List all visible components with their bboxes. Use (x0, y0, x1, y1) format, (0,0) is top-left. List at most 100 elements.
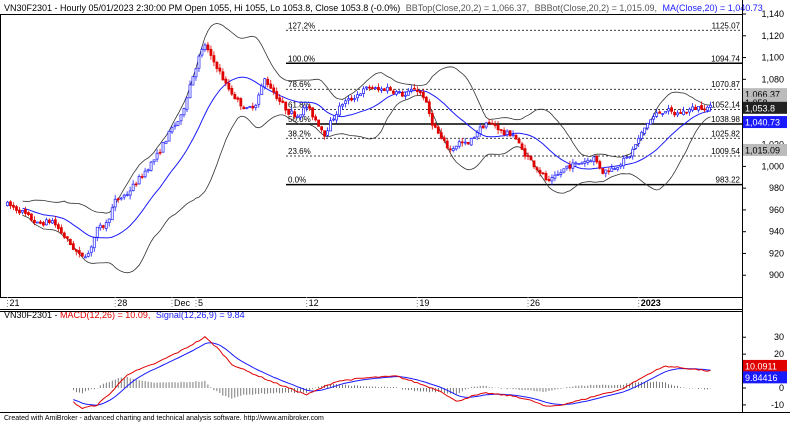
candle-body (329, 120, 332, 132)
candle-body (206, 44, 210, 51)
candle-body (209, 48, 213, 56)
candle-body (149, 161, 153, 171)
candle-body (520, 143, 524, 150)
candle-body (230, 87, 234, 95)
candle-body (526, 155, 530, 157)
candle-body (293, 111, 297, 118)
candle-body (589, 160, 593, 163)
candle-body (21, 210, 24, 213)
candle-body (475, 132, 479, 138)
candle-body (278, 97, 282, 102)
candle-body (15, 206, 18, 211)
candle-body (308, 106, 312, 109)
candle-body (338, 105, 341, 116)
macd-axis-label: 20 (774, 349, 784, 359)
candle-body (577, 163, 581, 165)
candle-body (517, 138, 521, 144)
candle-body (92, 237, 96, 249)
candle-body (77, 250, 81, 254)
candle-body (658, 111, 662, 114)
candle-body (299, 114, 303, 118)
candle-body (89, 246, 93, 254)
candle-body (326, 130, 329, 136)
date-axis-label: 21 (9, 298, 19, 308)
date-axis-label: 2023 (641, 298, 661, 308)
macd-axis-label: -10 (771, 400, 784, 410)
candle-body (679, 112, 682, 114)
candle-body (637, 137, 641, 144)
candle-body (194, 68, 198, 78)
candle-body (113, 198, 117, 208)
candle-body (188, 84, 192, 99)
macd-tag-box (743, 371, 787, 384)
candle-body (39, 221, 42, 224)
candle-body (371, 87, 374, 89)
price-tag-label: 1,066.37 (745, 90, 780, 100)
candle-body (71, 243, 75, 250)
candle-body (83, 256, 87, 259)
candle-body (179, 114, 183, 122)
candle-body (44, 219, 48, 226)
price-axis-label: 1,000 (761, 161, 784, 171)
candle-body (646, 123, 650, 129)
date-axis-label: Dec (174, 298, 191, 308)
candle-body (556, 173, 560, 176)
candle-body (406, 90, 410, 96)
fib-value-label: 1052.14 (711, 101, 740, 110)
candle-body (535, 167, 539, 171)
fib-value-label: 1009.54 (711, 147, 740, 156)
candle-body (302, 107, 306, 116)
candle-body (682, 110, 685, 115)
candle-body (233, 94, 237, 100)
candle-body (691, 106, 694, 111)
date-axis-label: 5 (198, 298, 203, 308)
candle-body (317, 119, 321, 127)
candle-body (427, 101, 431, 115)
candle-body (511, 134, 515, 136)
candle-body (445, 140, 449, 149)
candle-body (248, 106, 252, 108)
candle-body (98, 224, 102, 229)
candle-body (257, 94, 261, 105)
candle-body (667, 108, 671, 112)
candle-body (433, 124, 437, 128)
price-axis-label: 940 (769, 227, 784, 237)
candle-body (496, 124, 500, 131)
header-prefix: VN30F2301 - Hourly 05/01/2023 2:30:00 PM… (4, 3, 400, 13)
candle-body (655, 112, 659, 117)
candle-body (47, 219, 51, 223)
candle-body (296, 115, 300, 118)
fib-value-label: 1025.82 (711, 129, 740, 138)
candle-body (586, 159, 590, 163)
candle-body (275, 91, 279, 99)
candle-body (550, 177, 554, 182)
candle-body (469, 138, 473, 146)
candle-body (359, 93, 362, 97)
candle-body (116, 198, 120, 201)
candle-body (640, 131, 644, 139)
candle-body (499, 129, 503, 131)
candle-body (368, 86, 371, 89)
candle-body (86, 253, 90, 257)
candle-body (652, 116, 656, 120)
candle-body (541, 172, 545, 175)
fib-value-label: 1070.87 (711, 80, 740, 89)
candle-body (613, 168, 617, 170)
candle-body (670, 107, 674, 112)
candle-body (341, 103, 344, 107)
fib-level-label: 50.0% (288, 115, 311, 124)
candle-body (74, 249, 78, 252)
date-axis-label: 28 (117, 298, 127, 308)
candle-body (700, 105, 703, 110)
candle-body (311, 107, 315, 118)
candle-body (664, 111, 668, 114)
candle-body (625, 156, 629, 159)
price-tag-label: 1,015.09 (745, 145, 780, 155)
candle-body (12, 204, 15, 208)
candle-body (484, 122, 488, 128)
candle-body (568, 164, 572, 169)
candle-body (622, 157, 626, 167)
candle-body (553, 174, 557, 179)
candle-body (392, 90, 395, 94)
